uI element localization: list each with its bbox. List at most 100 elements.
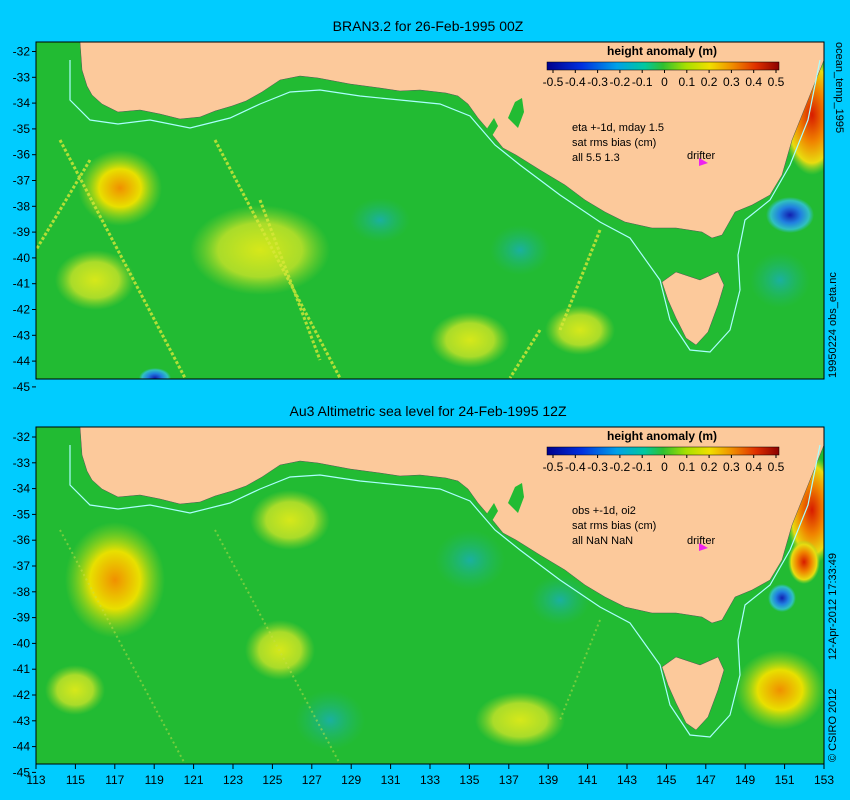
top-stats-note: eta +-1d, mday 1.5 sat rms bias (cm) all… — [572, 122, 664, 164]
colorbar-tick-label: -0.4 — [565, 75, 586, 89]
bottom-lat-tick-label: -42 — [13, 688, 31, 702]
lon-tick-label: 153 — [814, 773, 834, 787]
bottom-lat-tick-label: -39 — [13, 611, 31, 625]
lon-tick-label: 131 — [381, 773, 401, 787]
colorbar-tick-label: -0.3 — [587, 75, 608, 89]
top-anomaly-positive — [190, 205, 330, 295]
top-note-line: sat rms bias (cm) — [572, 137, 656, 149]
bottom-lat-tick-label: -33 — [13, 456, 31, 470]
lon-tick-label: 145 — [656, 773, 676, 787]
bottom-colorbar-gradient — [546, 446, 780, 456]
top-lat-tick-label: -38 — [13, 199, 31, 213]
bottom-colorbar: height anomaly (m) -0.5 -0.4 -0.3 -0.2 -0.1 0… — [543, 429, 785, 474]
bottom-lat-tick-label: -45 — [13, 765, 31, 779]
lon-tick-label: 113 — [26, 773, 45, 787]
bottom-stats-note: obs +-1d, oi2 sat rms bias (cm) all NaN … — [572, 505, 656, 547]
bottom-side-label: 12-Apr-2012 17:33:49 — [827, 553, 839, 660]
lon-tick-label: 143 — [617, 773, 637, 787]
lon-tick-label: 127 — [302, 773, 322, 787]
bottom-panel: Au3 Altimetric sea level for 24-Feb-1995… — [35, 403, 825, 765]
top-lat-tick-label: -34 — [13, 96, 31, 110]
top-lat-tick-label: -42 — [13, 303, 31, 317]
bottom-lat-tick-label: -38 — [13, 585, 31, 599]
top-island — [661, 271, 725, 346]
top-lat-tick-label: -45 — [13, 380, 31, 394]
bottom-anomaly-negative — [435, 530, 505, 590]
top-map-frame — [35, 41, 825, 380]
top-anomaly-negative — [750, 252, 810, 308]
top-side-label: 19950224 obs_eta.nc — [827, 272, 839, 378]
top-map-area — [36, 42, 824, 379]
lon-tick-label: 129 — [341, 773, 361, 787]
top-lat-tick-label: -43 — [13, 328, 31, 342]
top-anomaly-negative — [490, 225, 550, 275]
lon-tick-label: 141 — [578, 773, 598, 787]
colorbar-tick-label: 0.4 — [745, 460, 762, 474]
top-anomaly-low — [766, 197, 814, 233]
top-colorbar-ticks: -0.5 -0.4 -0.3 -0.2 -0.1 0 0.1 0.2 0.3 0.4 0.5 — [543, 70, 785, 89]
bottom-lat-tick-label: -37 — [13, 559, 31, 573]
top-colorbar-title: height anomaly (m) — [607, 44, 717, 58]
lon-tick-label: 135 — [459, 773, 479, 787]
lon-tick-label: 125 — [262, 773, 282, 787]
bottom-mainland — [79, 427, 824, 624]
bottom-anomaly-low — [768, 584, 796, 612]
colorbar-tick-label: 0.2 — [701, 75, 718, 89]
top-gulf — [508, 98, 524, 128]
bottom-anomaly-positive — [475, 692, 565, 748]
top-note-line: all 5.5 1.3 — [572, 152, 620, 164]
colorbar-tick-label: -0.2 — [610, 75, 631, 89]
lon-tick-label: 119 — [145, 773, 164, 787]
lon-tick-label: 133 — [420, 773, 440, 787]
bottom-lat-tick-label: -43 — [13, 714, 31, 728]
top-lat-tick-label: -33 — [13, 70, 31, 84]
top-anomaly-high — [78, 150, 162, 226]
colorbar-tick-label: 0.2 — [701, 460, 718, 474]
top-anomaly-low — [139, 368, 171, 379]
top-lat-tick-label: -32 — [13, 45, 31, 59]
lon-tick-label: 123 — [223, 773, 243, 787]
copyright-label: © CSIRO 2012 — [827, 688, 839, 762]
bottom-shelf-contour — [69, 444, 821, 738]
bottom-lat-tick-label: -32 — [13, 430, 31, 444]
top-right-label: ocean_temp_1995 — [833, 42, 845, 133]
colorbar-tick-label: 0.4 — [745, 75, 762, 89]
bottom-anomaly-high — [735, 650, 824, 730]
top-panel-title: BRAN3.2 for 26-Feb-1995 00Z — [333, 18, 524, 34]
bottom-lat-tick-label: -35 — [13, 507, 31, 521]
bottom-anomaly-negative — [530, 575, 590, 625]
colorbar-tick-label: -0.4 — [565, 460, 586, 474]
lon-tick-label: 151 — [775, 773, 795, 787]
longitude-axis: 113 115 117 119 121 123 125 127 129 131 133 135 137 1… — [26, 764, 834, 787]
colorbar-tick-label: 0.3 — [723, 460, 740, 474]
bottom-lat-tick-label: -44 — [13, 740, 31, 754]
top-note-line: eta +-1d, mday 1.5 — [572, 122, 664, 134]
bottom-colorbar-ticks: -0.5 -0.4 -0.3 -0.2 -0.1 0 0.1 0.2 0.3 0.4 0.5 — [543, 455, 785, 474]
bottom-lat-tick-label: -34 — [13, 482, 31, 496]
colorbar-tick-label: -0.1 — [632, 75, 653, 89]
top-anomaly-negative — [350, 198, 410, 242]
bottom-latitude-axis: -32 -33 -34 -35 -36 -37 -38 -39 -40 -41 -42 -43 -44 -… — [13, 430, 36, 779]
colorbar-tick-label: -0.1 — [632, 460, 653, 474]
bottom-note-line: obs +-1d, oi2 — [572, 505, 636, 517]
bottom-island — [661, 656, 725, 731]
top-lat-tick-label: -35 — [13, 122, 31, 136]
colorbar-tick-label: 0 — [661, 460, 668, 474]
lon-tick-label: 115 — [66, 773, 85, 787]
top-latitude-axis: -32 -33 -34 -35 -36 -37 -38 -39 -40 -41 -42 -43 -44 -… — [13, 45, 36, 394]
lon-tick-label: 121 — [184, 773, 204, 787]
top-lat-tick-label: -37 — [13, 174, 31, 188]
top-lat-tick-label: -40 — [13, 251, 31, 265]
bottom-map-area — [36, 427, 824, 764]
top-colorbar: height anomaly (m) -0.5 -0.4 -0.3 -0.2 -0.1 0… — [543, 44, 785, 89]
top-anomaly-positive — [430, 312, 510, 368]
top-anomaly-positive — [545, 305, 615, 355]
top-satellite-tracks — [36, 139, 602, 379]
bottom-anomaly-high — [65, 522, 165, 638]
top-gulf — [486, 118, 498, 136]
lon-tick-label: 147 — [696, 773, 716, 787]
bottom-lat-tick-label: -41 — [13, 662, 31, 676]
top-shelf-contour — [69, 59, 821, 353]
top-drifter-marker — [699, 158, 708, 166]
